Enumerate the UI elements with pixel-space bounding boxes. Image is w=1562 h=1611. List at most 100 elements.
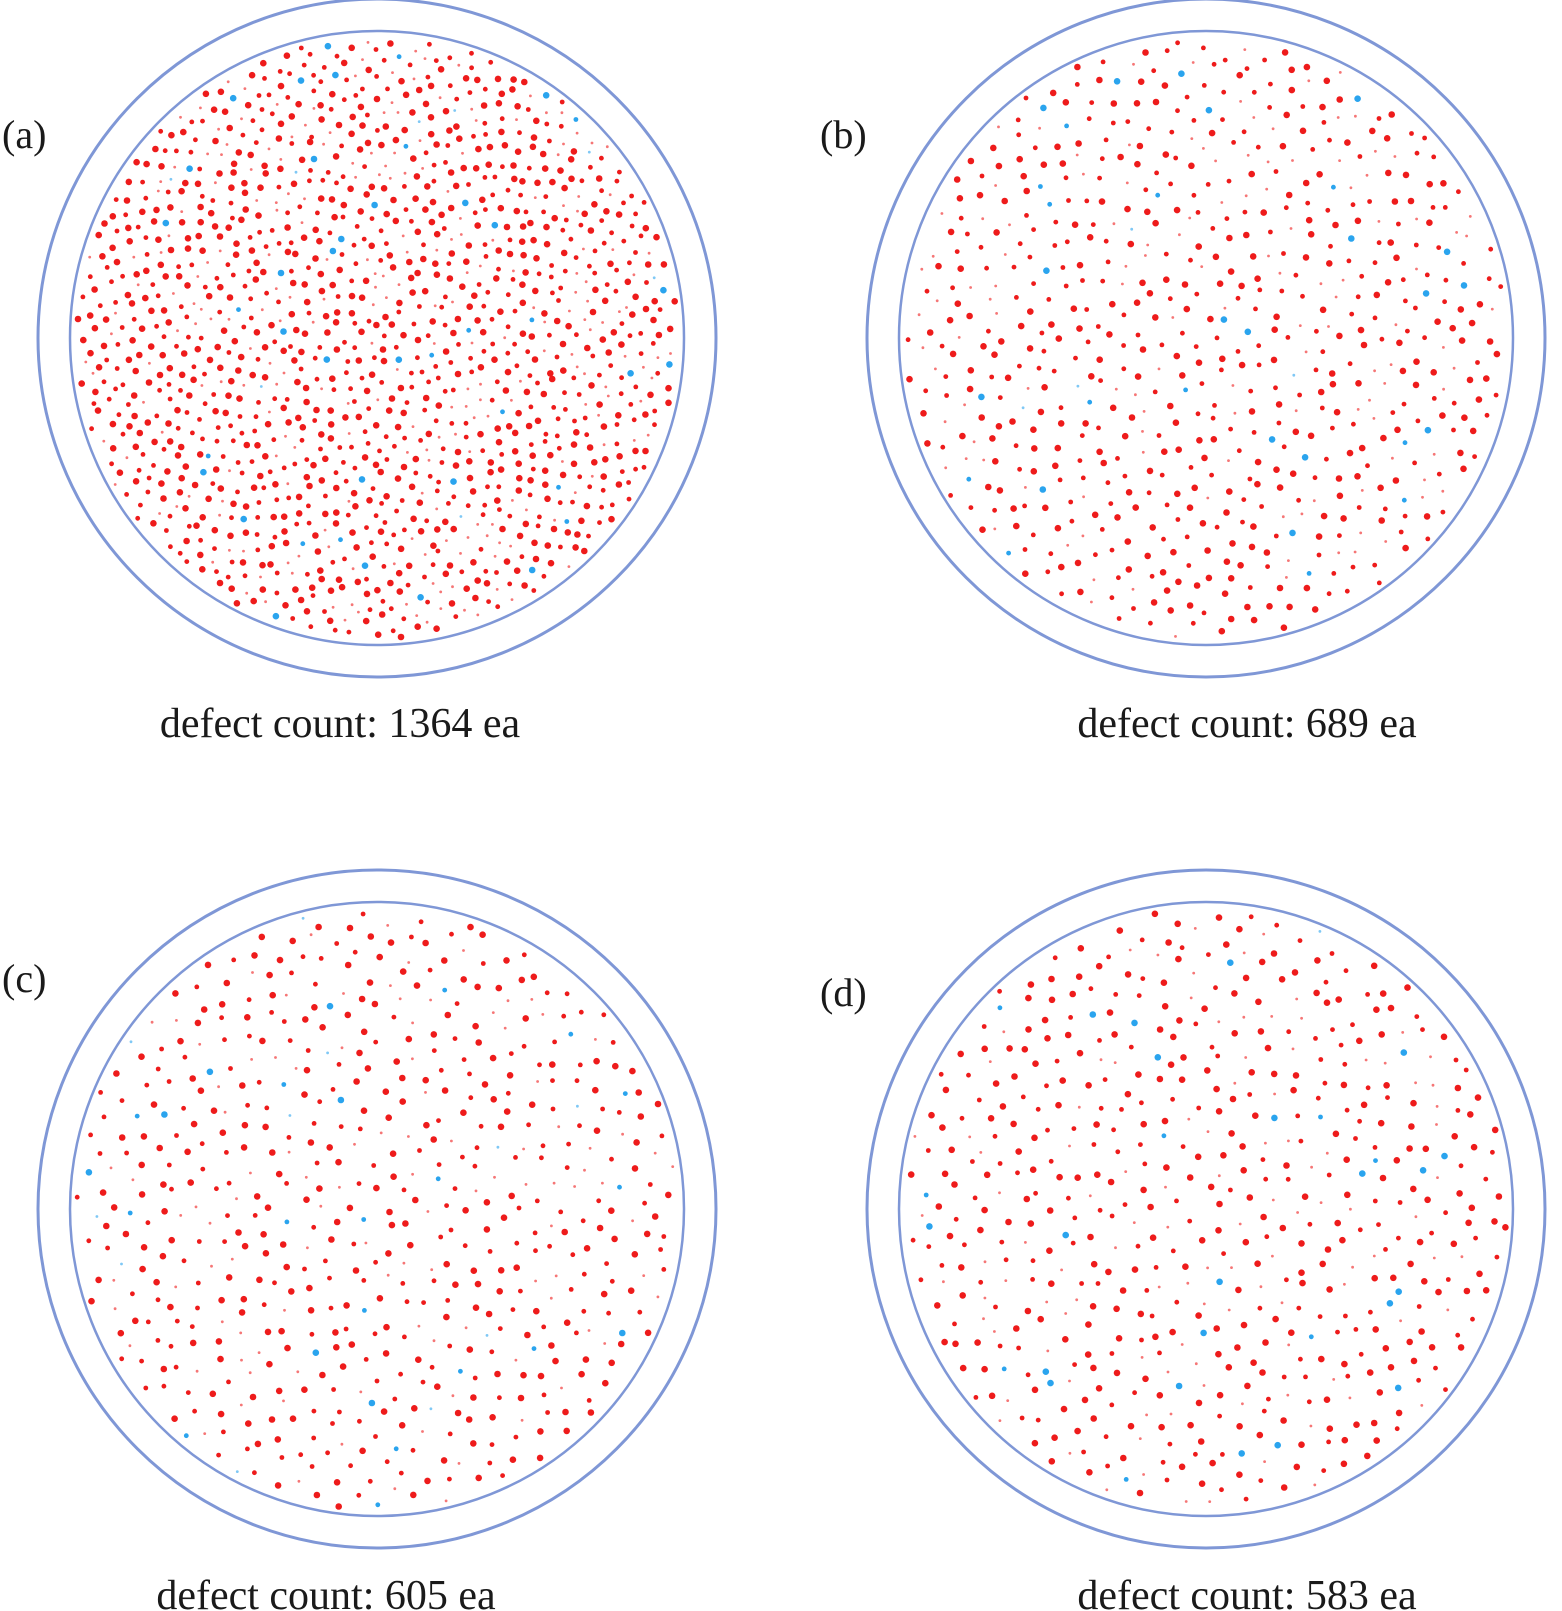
defect-point <box>457 63 461 67</box>
defect-point <box>369 553 377 560</box>
defect-point <box>578 1009 584 1015</box>
defect-point-secondary <box>395 356 403 364</box>
defect-point <box>466 458 473 465</box>
defect-point <box>547 138 552 144</box>
defect-point <box>1121 432 1129 440</box>
defect-point <box>172 990 179 997</box>
defect-point <box>421 287 429 295</box>
defect-point <box>274 1056 277 1059</box>
defect-point <box>1049 89 1057 97</box>
defect-point <box>1027 981 1035 988</box>
defect-point <box>256 1079 262 1085</box>
defect-point <box>495 100 503 107</box>
defect-point <box>520 1371 527 1379</box>
defect-point <box>287 71 292 77</box>
defect-point <box>1319 1260 1326 1268</box>
defect-point <box>378 141 385 149</box>
defect-point <box>632 447 639 455</box>
defect-point <box>1337 533 1342 538</box>
defect-point <box>340 1046 344 1050</box>
defect-point <box>1167 607 1174 614</box>
defect-point <box>311 1435 317 1441</box>
defect-point <box>277 69 283 74</box>
defect-point <box>1365 463 1370 469</box>
defect-point <box>1119 1107 1124 1112</box>
defect-point <box>583 1168 586 1172</box>
defect-point <box>229 559 235 565</box>
defect-point <box>1136 142 1144 150</box>
defect-point <box>1327 325 1330 328</box>
defect-point <box>478 264 482 268</box>
defect-point <box>430 542 437 549</box>
defect-point <box>471 133 476 139</box>
defect-point <box>180 210 184 214</box>
defect-point-secondary <box>923 1192 929 1198</box>
defect-point <box>116 469 124 477</box>
defect-point <box>1098 1105 1104 1111</box>
defect-point <box>1354 114 1357 118</box>
panel-c: (c) defect count: 605 ea <box>2 868 718 1611</box>
defect-point <box>562 204 565 208</box>
defect-point <box>311 320 315 324</box>
defect-point <box>1383 382 1387 385</box>
defect-point <box>1193 1451 1198 1457</box>
defect-point <box>1357 326 1365 334</box>
defect-point <box>1270 356 1278 364</box>
defect-point <box>158 163 165 170</box>
defect-point <box>603 208 610 215</box>
defect-point <box>619 321 625 326</box>
defect-point <box>480 961 486 966</box>
defect-point <box>1051 368 1057 374</box>
defect-point <box>454 432 457 436</box>
defect-point <box>563 217 569 223</box>
defect-point <box>550 1224 553 1228</box>
defect-point <box>259 561 266 569</box>
defect-point-secondary <box>183 1433 189 1439</box>
defect-point <box>352 949 358 955</box>
defect-point <box>417 528 425 535</box>
defect-point <box>331 213 338 221</box>
defect-point-secondary <box>337 1096 345 1104</box>
defect-point <box>1383 1061 1387 1065</box>
defect-point <box>166 438 174 445</box>
defect-point <box>656 1295 660 1299</box>
defect-point <box>1484 412 1490 418</box>
defect-point <box>450 329 457 337</box>
defect-point <box>243 441 251 449</box>
defect-point <box>1323 979 1329 985</box>
defect-point <box>392 136 400 144</box>
defect-point <box>1424 1196 1431 1204</box>
defect-point <box>151 438 158 446</box>
defect-point <box>1443 277 1449 283</box>
defect-point <box>1218 627 1226 635</box>
defect-point <box>119 325 125 330</box>
defect-point <box>952 1321 957 1327</box>
defect-point <box>385 86 390 92</box>
defect-point <box>1174 1198 1179 1204</box>
defect-point <box>1335 475 1343 482</box>
defect-point-secondary <box>458 1368 463 1374</box>
defect-point <box>302 1016 309 1023</box>
defect-point <box>436 1162 442 1167</box>
defect-point <box>388 1221 396 1229</box>
defect-point <box>1334 1219 1341 1227</box>
defect-point <box>1057 420 1065 427</box>
defect-point <box>221 1429 226 1435</box>
defect-point <box>1156 1075 1164 1083</box>
defect-point <box>963 403 966 407</box>
defect-point <box>103 1222 110 1230</box>
defect-point-secondary <box>396 54 402 60</box>
defect-point <box>519 281 526 289</box>
defect-point <box>1414 1014 1420 1019</box>
defect-point <box>642 447 649 455</box>
defect-point <box>279 158 283 161</box>
defect-point <box>1229 1095 1237 1103</box>
defect-point <box>1343 1282 1346 1286</box>
defect-point <box>584 280 588 284</box>
defect-point <box>392 1396 398 1402</box>
defect-point <box>423 1121 430 1129</box>
defect-point <box>281 528 288 535</box>
defect-point <box>438 1234 444 1240</box>
defect-point <box>1041 384 1048 391</box>
defect-point <box>1076 325 1083 332</box>
